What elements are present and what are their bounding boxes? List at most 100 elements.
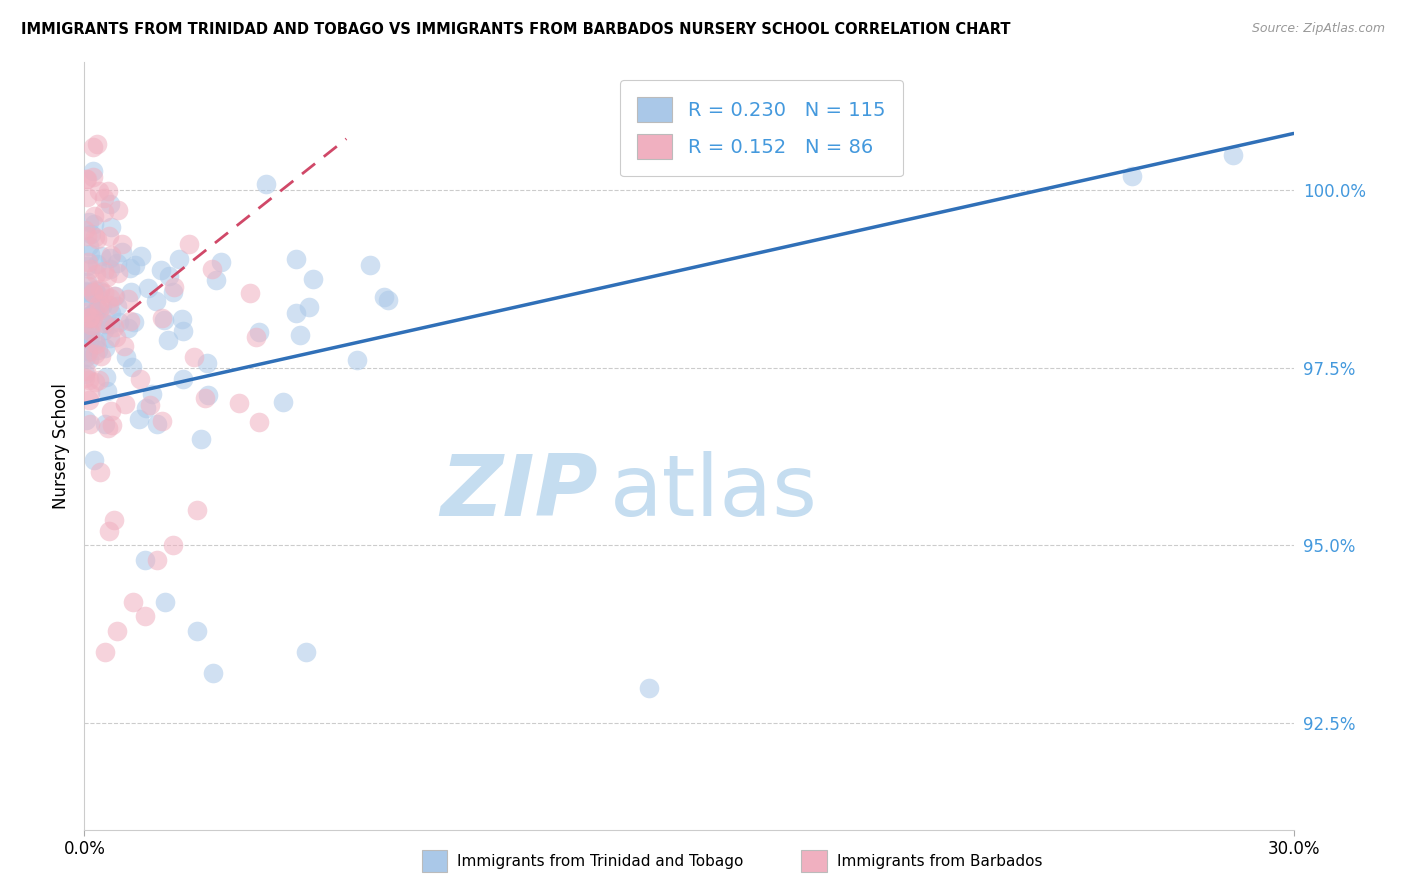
Point [637, 681, 659, 695]
Point [195, 356, 218, 370]
Point [139, 398, 162, 412]
Point [77, 215, 100, 229]
Point [75, 326, 97, 341]
Point [83, 217, 105, 231]
Point [157, 269, 180, 284]
Point [77, 351, 100, 366]
Point [120, 261, 142, 276]
Text: IMMIGRANTS FROM TRINIDAD AND TOBAGO VS IMMIGRANTS FROM BARBADOS NURSERY SCHOOL C: IMMIGRANTS FROM TRINIDAD AND TOBAGO VS I… [21, 22, 1011, 37]
Point [87, 301, 110, 315]
Point [96, 370, 118, 384]
Point [86, 257, 108, 271]
Point [377, 293, 399, 307]
Point [87, 296, 110, 310]
Point [77, 239, 100, 253]
Point [150, 311, 173, 326]
Point [288, 328, 311, 343]
Point [97, 524, 120, 539]
Point [121, 360, 143, 375]
Point [89, 465, 111, 479]
Point [122, 315, 145, 329]
Point [93, 264, 115, 278]
Point [245, 330, 267, 344]
Point [172, 372, 194, 386]
Point [93, 323, 115, 337]
Point [75, 284, 97, 298]
Point [107, 266, 129, 280]
Point [163, 279, 186, 293]
Point [98, 251, 121, 265]
Point [295, 645, 318, 659]
Point [107, 202, 129, 217]
Text: Source: ZipAtlas.com: Source: ZipAtlas.com [1251, 22, 1385, 36]
Point [117, 321, 139, 335]
Point [77, 279, 100, 293]
Point [87, 302, 110, 317]
Point [87, 184, 110, 198]
Point [105, 624, 128, 638]
Point [75, 350, 97, 364]
Point [84, 336, 107, 351]
Point [162, 538, 184, 552]
Point [98, 197, 121, 211]
Point [172, 312, 194, 326]
Point [93, 645, 115, 659]
Point [105, 299, 128, 313]
Point [247, 325, 270, 339]
Point [194, 391, 217, 405]
Point [86, 267, 108, 281]
Point [80, 318, 103, 333]
Point [172, 324, 194, 338]
Point [120, 285, 142, 300]
Point [157, 333, 180, 347]
Point [146, 417, 169, 432]
Point [98, 261, 121, 276]
Point [201, 261, 224, 276]
Text: Immigrants from Barbados: Immigrants from Barbados [837, 855, 1042, 869]
Point [100, 306, 122, 320]
Point [75, 363, 97, 377]
Point [96, 184, 118, 198]
Point [94, 318, 117, 332]
Point [82, 287, 104, 301]
Point [79, 299, 101, 313]
Point [83, 306, 105, 320]
Point [162, 285, 184, 300]
Point [110, 236, 132, 251]
Point [129, 372, 152, 386]
Point [134, 552, 156, 566]
Point [100, 404, 122, 418]
Point [359, 259, 381, 273]
Point [152, 313, 174, 327]
Point [197, 387, 219, 401]
Point [285, 252, 308, 267]
Point [79, 247, 101, 261]
Point [79, 308, 101, 322]
Point [77, 311, 100, 326]
Point [271, 395, 294, 409]
Point [103, 289, 125, 303]
Point [153, 595, 176, 609]
Text: ZIP: ZIP [440, 450, 599, 533]
Point [93, 191, 115, 205]
Point [83, 303, 105, 318]
Point [94, 341, 117, 355]
Point [346, 352, 368, 367]
Point [118, 314, 141, 328]
Point [141, 387, 163, 401]
Point [100, 248, 122, 262]
Point [183, 350, 205, 364]
Point [121, 595, 143, 609]
Point [101, 417, 124, 432]
Point [97, 228, 120, 243]
Point [77, 343, 100, 358]
Point [90, 249, 112, 263]
Point [209, 255, 232, 269]
Point [115, 350, 138, 364]
Point [186, 503, 208, 517]
Point [112, 339, 135, 353]
Point [1222, 148, 1244, 162]
Point [302, 272, 325, 286]
Point [76, 275, 98, 289]
Point [97, 298, 120, 312]
